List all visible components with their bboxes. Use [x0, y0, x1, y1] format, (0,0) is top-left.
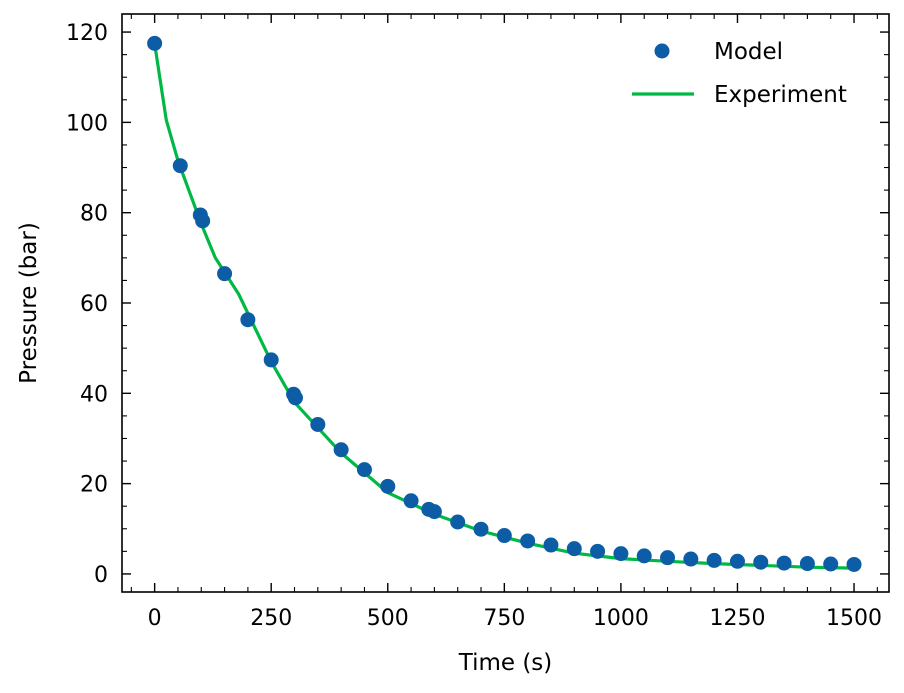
x-tick-label: 1250: [709, 606, 765, 631]
legend-label-experiment: Experiment: [714, 82, 847, 108]
model-data-point: [636, 548, 652, 564]
model-data-point: [660, 550, 676, 566]
model-data-point: [450, 514, 466, 530]
model-data-point: [287, 390, 303, 406]
model-data-point: [706, 552, 722, 568]
legend: Model Experiment: [632, 39, 847, 108]
model-data-point: [426, 504, 442, 520]
model-data-point: [217, 266, 233, 282]
model-data-point: [333, 442, 349, 458]
y-tick-label: 40: [80, 382, 108, 407]
model-data-point: [776, 555, 792, 571]
model-data-point: [823, 556, 839, 572]
model-data-point: [799, 556, 815, 572]
y-tick-label: 80: [80, 202, 108, 227]
y-tick-label: 100: [66, 111, 108, 136]
model-data-point: [543, 537, 559, 553]
axes: 0 250 500 750 1000 1250 1500 0 20 40 60 80 100 120: [66, 13, 890, 631]
x-tick-label: 750: [483, 606, 525, 631]
x-axis-label: Time (s): [458, 650, 553, 676]
model-data-point: [195, 213, 211, 229]
model-data-point: [520, 533, 536, 549]
model-data-point: [729, 553, 745, 569]
model-data-point: [380, 478, 396, 494]
model-data-point: [753, 554, 769, 570]
model-data-point: [147, 35, 163, 51]
model-data-point: [613, 546, 629, 562]
model-data-point: [263, 352, 279, 368]
y-tick-label: 60: [80, 292, 108, 317]
legend-marker-model: [654, 43, 670, 59]
plot-area: [147, 35, 862, 572]
x-tick-label: 500: [367, 606, 409, 631]
y-axis-label: Pressure (bar): [16, 222, 42, 384]
model-data-point: [590, 543, 606, 559]
legend-label-model: Model: [714, 39, 783, 65]
model-data-point: [172, 158, 188, 174]
model-data-point: [403, 493, 419, 509]
experiment-series-line: [153, 43, 855, 570]
x-tick-label: 1000: [593, 606, 649, 631]
y-tick-label: 0: [94, 563, 108, 588]
model-data-point: [473, 521, 489, 537]
model-data-point: [310, 416, 326, 432]
model-data-point: [566, 541, 582, 557]
model-data-point: [683, 551, 699, 567]
model-data-point: [240, 312, 256, 328]
x-tick-label: 250: [250, 606, 292, 631]
x-tick-label: 0: [148, 606, 162, 631]
y-tick-label: 120: [66, 21, 108, 46]
model-data-point: [356, 462, 372, 478]
model-data-point: [496, 528, 512, 544]
x-tick-label: 1500: [826, 606, 882, 631]
model-data-point: [846, 556, 862, 572]
y-tick-label: 20: [80, 473, 108, 498]
